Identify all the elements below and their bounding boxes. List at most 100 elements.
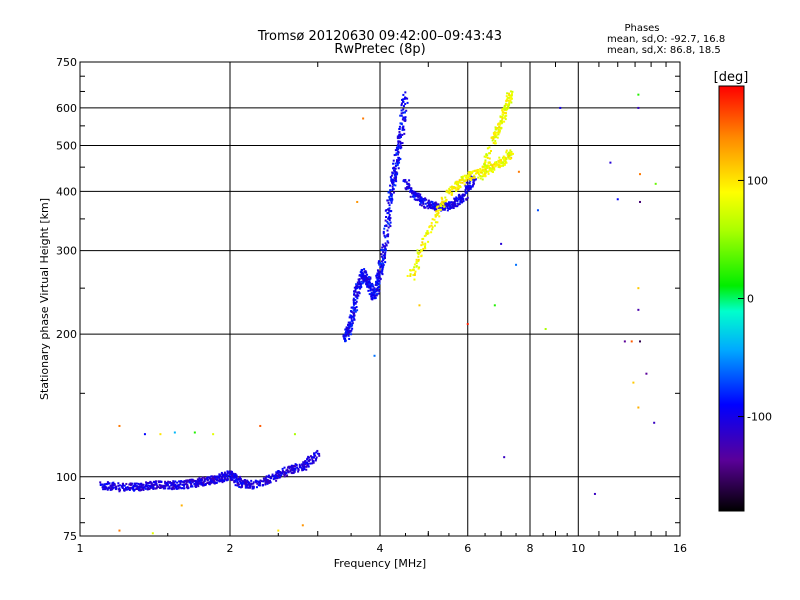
trace-point xyxy=(133,482,136,485)
trace-point xyxy=(498,129,501,132)
trace-point xyxy=(305,468,308,471)
trace-point xyxy=(493,161,496,164)
trace-point xyxy=(484,159,487,162)
trace-point xyxy=(445,189,448,192)
trace-point xyxy=(368,285,371,288)
trace-point xyxy=(391,178,394,181)
trace-point xyxy=(399,122,402,125)
scatter-point xyxy=(143,433,146,436)
trace-point xyxy=(301,465,304,468)
trace-point xyxy=(379,261,382,264)
trace-point xyxy=(234,480,237,483)
trace-point xyxy=(358,286,361,289)
trace-point xyxy=(315,458,318,461)
trace-point xyxy=(396,159,399,162)
trace-point xyxy=(128,488,131,491)
trace-point xyxy=(414,270,417,273)
trace-point xyxy=(428,226,431,229)
trace-point xyxy=(355,306,358,309)
trace-point xyxy=(202,482,205,485)
trace-point xyxy=(305,465,308,468)
trace-point xyxy=(394,184,397,187)
trace-point xyxy=(390,199,393,202)
trace-point xyxy=(191,485,194,488)
trace-point xyxy=(259,479,262,482)
trace-point xyxy=(355,300,358,303)
trace-point xyxy=(275,476,278,479)
trace-point xyxy=(348,337,351,340)
trace-point xyxy=(102,485,105,488)
trace-point xyxy=(380,265,383,268)
trace-point xyxy=(382,262,385,265)
trace-point xyxy=(286,474,289,477)
trace-point xyxy=(397,141,400,144)
trace-point xyxy=(399,147,402,150)
trace-point xyxy=(388,204,391,207)
trace-point xyxy=(387,235,390,238)
trace-point xyxy=(419,251,422,254)
trace-point xyxy=(352,309,355,312)
trace-point xyxy=(361,273,364,276)
trace-point xyxy=(215,481,218,484)
trace-point xyxy=(361,282,364,285)
trace-point xyxy=(268,481,271,484)
y-tick-label: 300 xyxy=(56,245,77,258)
trace-point xyxy=(447,191,450,194)
trace-point xyxy=(157,486,160,489)
trace-point xyxy=(498,123,501,126)
trace-point xyxy=(197,485,200,488)
trace-point xyxy=(360,280,363,283)
trace-point xyxy=(396,173,399,176)
trace-point xyxy=(463,179,466,182)
trace-point xyxy=(505,106,508,109)
trace-point xyxy=(372,289,375,292)
trace-point xyxy=(497,165,500,168)
trace-point xyxy=(347,323,350,326)
trace-point xyxy=(366,280,369,283)
colorbar-tick-label: 100 xyxy=(747,174,768,187)
trace-point xyxy=(450,193,453,196)
trace-point xyxy=(413,195,416,198)
trace-point xyxy=(360,270,363,273)
trace-point xyxy=(422,247,425,250)
trace-point xyxy=(504,108,507,111)
trace-point xyxy=(402,93,405,96)
trace-point xyxy=(229,477,232,480)
trace-point xyxy=(261,484,264,487)
trace-point xyxy=(146,487,149,490)
trace-point xyxy=(402,125,405,128)
trace-point xyxy=(146,482,149,485)
trace-point xyxy=(398,130,401,133)
trace-point xyxy=(427,203,430,206)
trace-point xyxy=(99,481,102,484)
trace-point xyxy=(474,169,477,172)
trace-point xyxy=(397,140,400,143)
trace-point xyxy=(396,144,399,147)
trace-point xyxy=(467,171,470,174)
trace-point xyxy=(433,202,436,205)
trace-point xyxy=(437,206,440,209)
trace-point xyxy=(362,274,365,277)
trace-point xyxy=(384,261,387,264)
trace-point xyxy=(222,473,225,476)
trace-point xyxy=(410,187,413,190)
trace-point xyxy=(450,201,453,204)
trace-point xyxy=(468,175,471,178)
trace-point xyxy=(466,196,469,199)
trace-point xyxy=(459,196,462,199)
trace-point xyxy=(258,484,261,487)
trace-point xyxy=(209,482,212,485)
trace-point xyxy=(313,452,316,455)
trace-point xyxy=(132,485,135,488)
trace-point xyxy=(501,120,504,123)
trace-point xyxy=(424,242,427,245)
trace-point xyxy=(354,310,357,313)
trace-point xyxy=(455,182,458,185)
trace-point xyxy=(121,483,124,486)
trace-point xyxy=(430,231,433,234)
trace-point xyxy=(446,206,449,209)
trace-point xyxy=(366,281,369,284)
trace-point xyxy=(484,167,487,170)
trace-point xyxy=(153,483,156,486)
trace-point xyxy=(118,487,121,490)
